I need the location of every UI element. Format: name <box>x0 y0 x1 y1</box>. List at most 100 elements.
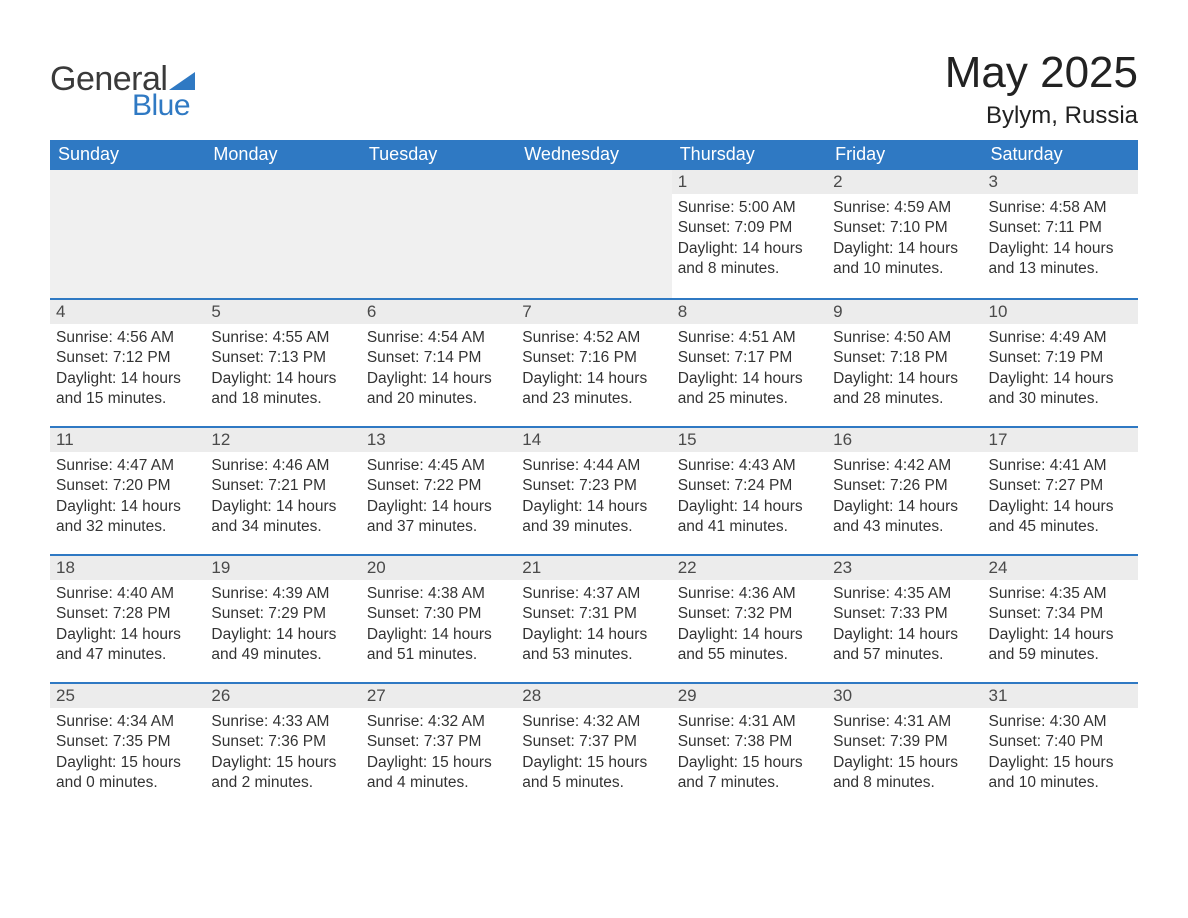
day-details: Sunrise: 4:32 AMSunset: 7:37 PMDaylight:… <box>365 712 512 794</box>
day-number-bar-blank <box>50 170 205 194</box>
day-details: Sunrise: 4:56 AMSunset: 7:12 PMDaylight:… <box>54 328 201 410</box>
day-details: Sunrise: 4:58 AMSunset: 7:11 PMDaylight:… <box>987 198 1134 280</box>
day-number: 15 <box>672 426 827 452</box>
day-number: 22 <box>672 554 827 580</box>
title-month: May 2025 <box>945 48 1138 98</box>
day-number: 23 <box>827 554 982 580</box>
day-details: Sunrise: 4:33 AMSunset: 7:36 PMDaylight:… <box>209 712 356 794</box>
logo-triangle-icon <box>169 72 195 90</box>
weekday-header: Friday <box>827 140 982 170</box>
day-number: 7 <box>516 298 671 324</box>
day-details: Sunrise: 4:41 AMSunset: 7:27 PMDaylight:… <box>987 456 1134 538</box>
calendar-day-cell: 3 Sunrise: 4:58 AMSunset: 7:11 PMDaylight… <box>983 170 1138 298</box>
day-details: Sunrise: 4:38 AMSunset: 7:30 PMDaylight:… <box>365 584 512 666</box>
calendar-page: General Blue May 2025 Bylym, Russia Sund… <box>0 0 1188 850</box>
calendar-day-cell: 28Sunrise: 4:32 AMSunset: 7:37 PMDayligh… <box>516 682 671 810</box>
calendar-day-cell: 25Sunrise: 4:34 AMSunset: 7:35 PMDayligh… <box>50 682 205 810</box>
logo: General Blue <box>50 60 195 123</box>
calendar-day-cell: 5Sunrise: 4:55 AMSunset: 7:13 PMDaylight… <box>205 298 360 426</box>
day-number: 28 <box>516 682 671 708</box>
weekday-header: Monday <box>205 140 360 170</box>
day-number: 20 <box>361 554 516 580</box>
title-location: Bylym, Russia <box>945 102 1138 130</box>
day-details: Sunrise: 4:31 AMSunset: 7:38 PMDaylight:… <box>676 712 823 794</box>
day-number: 8 <box>672 298 827 324</box>
calendar-day-cell <box>205 170 360 298</box>
calendar-day-cell: 2 Sunrise: 4:59 AMSunset: 7:10 PMDaylight… <box>827 170 982 298</box>
day-number: 31 <box>983 682 1138 708</box>
weekday-header: Wednesday <box>516 140 671 170</box>
day-number: 24 <box>983 554 1138 580</box>
weekday-header: Thursday <box>672 140 827 170</box>
day-number: 21 <box>516 554 671 580</box>
calendar-day-cell: 12 Sunrise: 4:46 AMSunset: 7:21 PMDayligh… <box>205 426 360 554</box>
day-number: 10 <box>983 298 1138 324</box>
weekday-header: Sunday <box>50 140 205 170</box>
day-number: 5 <box>205 298 360 324</box>
day-details: Sunrise: 4:45 AMSunset: 7:22 PMDaylight:… <box>365 456 512 538</box>
weekday-header: Tuesday <box>361 140 516 170</box>
calendar-day-cell: 13 Sunrise: 4:45 AMSunset: 7:22 PMDayligh… <box>361 426 516 554</box>
day-number-bar-blank <box>516 170 671 194</box>
day-details: Sunrise: 4:36 AMSunset: 7:32 PMDaylight:… <box>676 584 823 666</box>
calendar-week-row: 25Sunrise: 4:34 AMSunset: 7:35 PMDayligh… <box>50 682 1138 810</box>
day-number: 29 <box>672 682 827 708</box>
day-details: Sunrise: 4:49 AMSunset: 7:19 PMDaylight:… <box>987 328 1134 410</box>
day-details: Sunrise: 4:44 AMSunset: 7:23 PMDaylight:… <box>520 456 667 538</box>
day-number: 12 <box>205 426 360 452</box>
calendar-day-cell: 4 Sunrise: 4:56 AMSunset: 7:12 PMDaylight… <box>50 298 205 426</box>
calendar-day-cell: 23Sunrise: 4:35 AMSunset: 7:33 PMDayligh… <box>827 554 982 682</box>
day-number: 3 <box>983 170 1138 194</box>
day-number: 4 <box>50 298 205 324</box>
calendar-day-cell: 20 Sunrise: 4:38 AMSunset: 7:30 PMDayligh… <box>361 554 516 682</box>
day-number-bar-blank <box>361 170 516 194</box>
day-number: 13 <box>361 426 516 452</box>
day-number: 1 <box>672 170 827 194</box>
day-details: Sunrise: 4:31 AMSunset: 7:39 PMDaylight:… <box>831 712 978 794</box>
calendar-week-row: 1 Sunrise: 5:00 AMSunset: 7:09 PMDaylight… <box>50 170 1138 298</box>
day-number-bar-blank <box>205 170 360 194</box>
day-number: 30 <box>827 682 982 708</box>
day-number: 2 <box>827 170 982 194</box>
day-details: Sunrise: 4:30 AMSunset: 7:40 PMDaylight:… <box>987 712 1134 794</box>
day-details: Sunrise: 4:51 AMSunset: 7:17 PMDaylight:… <box>676 328 823 410</box>
calendar-day-cell <box>516 170 671 298</box>
calendar-day-cell: 22 Sunrise: 4:36 AMSunset: 7:32 PMDayligh… <box>672 554 827 682</box>
calendar-week-row: 18 Sunrise: 4:40 AMSunset: 7:28 PMDayligh… <box>50 554 1138 682</box>
day-details: Sunrise: 4:50 AMSunset: 7:18 PMDaylight:… <box>831 328 978 410</box>
day-details: Sunrise: 4:52 AMSunset: 7:16 PMDaylight:… <box>520 328 667 410</box>
calendar-day-cell: 1 Sunrise: 5:00 AMSunset: 7:09 PMDaylight… <box>672 170 827 298</box>
calendar-day-cell: 29 Sunrise: 4:31 AMSunset: 7:38 PMDayligh… <box>672 682 827 810</box>
calendar-day-cell: 24 Sunrise: 4:35 AMSunset: 7:34 PMDayligh… <box>983 554 1138 682</box>
weekday-header: Saturday <box>983 140 1138 170</box>
day-details: Sunrise: 4:40 AMSunset: 7:28 PMDaylight:… <box>54 584 201 666</box>
day-details: Sunrise: 4:39 AMSunset: 7:29 PMDaylight:… <box>209 584 356 666</box>
calendar-week-row: 11 Sunrise: 4:47 AMSunset: 7:20 PMDayligh… <box>50 426 1138 554</box>
day-details: Sunrise: 4:59 AMSunset: 7:10 PMDaylight:… <box>831 198 978 280</box>
day-details: Sunrise: 4:42 AMSunset: 7:26 PMDaylight:… <box>831 456 978 538</box>
day-number: 14 <box>516 426 671 452</box>
calendar-day-cell <box>361 170 516 298</box>
day-details: Sunrise: 4:35 AMSunset: 7:34 PMDaylight:… <box>987 584 1134 666</box>
title-block: May 2025 Bylym, Russia <box>945 48 1138 130</box>
day-number: 16 <box>827 426 982 452</box>
calendar-day-cell: 30 Sunrise: 4:31 AMSunset: 7:39 PMDayligh… <box>827 682 982 810</box>
calendar-day-cell: 27Sunrise: 4:32 AMSunset: 7:37 PMDayligh… <box>361 682 516 810</box>
calendar-day-cell: 21Sunrise: 4:37 AMSunset: 7:31 PMDayligh… <box>516 554 671 682</box>
calendar-day-cell: 15 Sunrise: 4:43 AMSunset: 7:24 PMDayligh… <box>672 426 827 554</box>
day-number: 19 <box>205 554 360 580</box>
calendar: SundayMondayTuesdayWednesdayThursdayFrid… <box>50 140 1138 810</box>
logo-text-blue: Blue <box>132 89 195 123</box>
day-number: 11 <box>50 426 205 452</box>
day-number: 26 <box>205 682 360 708</box>
day-details: Sunrise: 4:43 AMSunset: 7:24 PMDaylight:… <box>676 456 823 538</box>
calendar-day-cell: 18 Sunrise: 4:40 AMSunset: 7:28 PMDayligh… <box>50 554 205 682</box>
calendar-day-cell: 11 Sunrise: 4:47 AMSunset: 7:20 PMDayligh… <box>50 426 205 554</box>
day-details: Sunrise: 4:47 AMSunset: 7:20 PMDaylight:… <box>54 456 201 538</box>
day-details: Sunrise: 5:00 AMSunset: 7:09 PMDaylight:… <box>676 198 823 280</box>
calendar-week-row: 4 Sunrise: 4:56 AMSunset: 7:12 PMDaylight… <box>50 298 1138 426</box>
calendar-day-cell: 8 Sunrise: 4:51 AMSunset: 7:17 PMDaylight… <box>672 298 827 426</box>
day-number: 18 <box>50 554 205 580</box>
calendar-day-cell: 31 Sunrise: 4:30 AMSunset: 7:40 PMDayligh… <box>983 682 1138 810</box>
day-details: Sunrise: 4:46 AMSunset: 7:21 PMDaylight:… <box>209 456 356 538</box>
